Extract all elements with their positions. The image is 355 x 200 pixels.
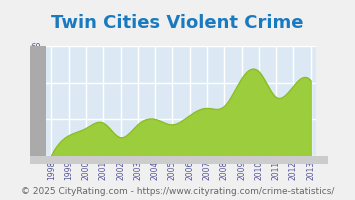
Text: Twin Cities Violent Crime: Twin Cities Violent Crime [51, 14, 304, 32]
Text: © 2025 CityRating.com - https://www.cityrating.com/crime-statistics/: © 2025 CityRating.com - https://www.city… [21, 187, 334, 196]
